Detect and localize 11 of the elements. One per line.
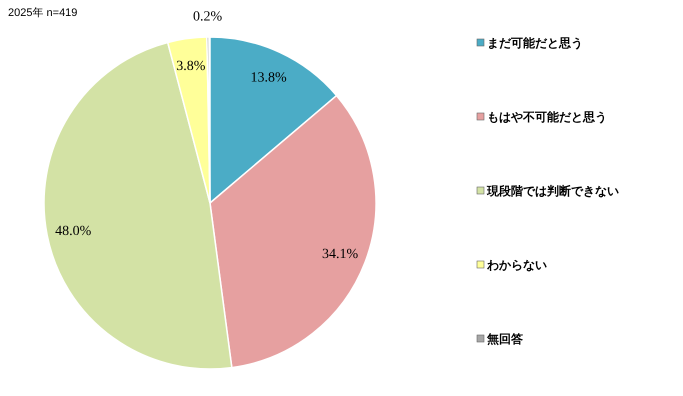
legend-label: まだ可能だと思う <box>487 36 583 50</box>
chart-title: 2025年 n=419 <box>8 7 78 19</box>
legend-label: わからない <box>486 258 547 272</box>
legend-label: 無回答 <box>486 332 524 346</box>
data-label: 0.2% <box>193 9 223 24</box>
data-label: 3.8% <box>176 58 206 74</box>
legend-label: 現段階では判断できない <box>486 184 619 198</box>
legend-label: もはや不可能だと思う <box>487 110 607 124</box>
data-label: 48.0% <box>55 224 92 239</box>
data-label: 34.1% <box>322 247 359 262</box>
data-label: 13.8% <box>250 70 287 86</box>
